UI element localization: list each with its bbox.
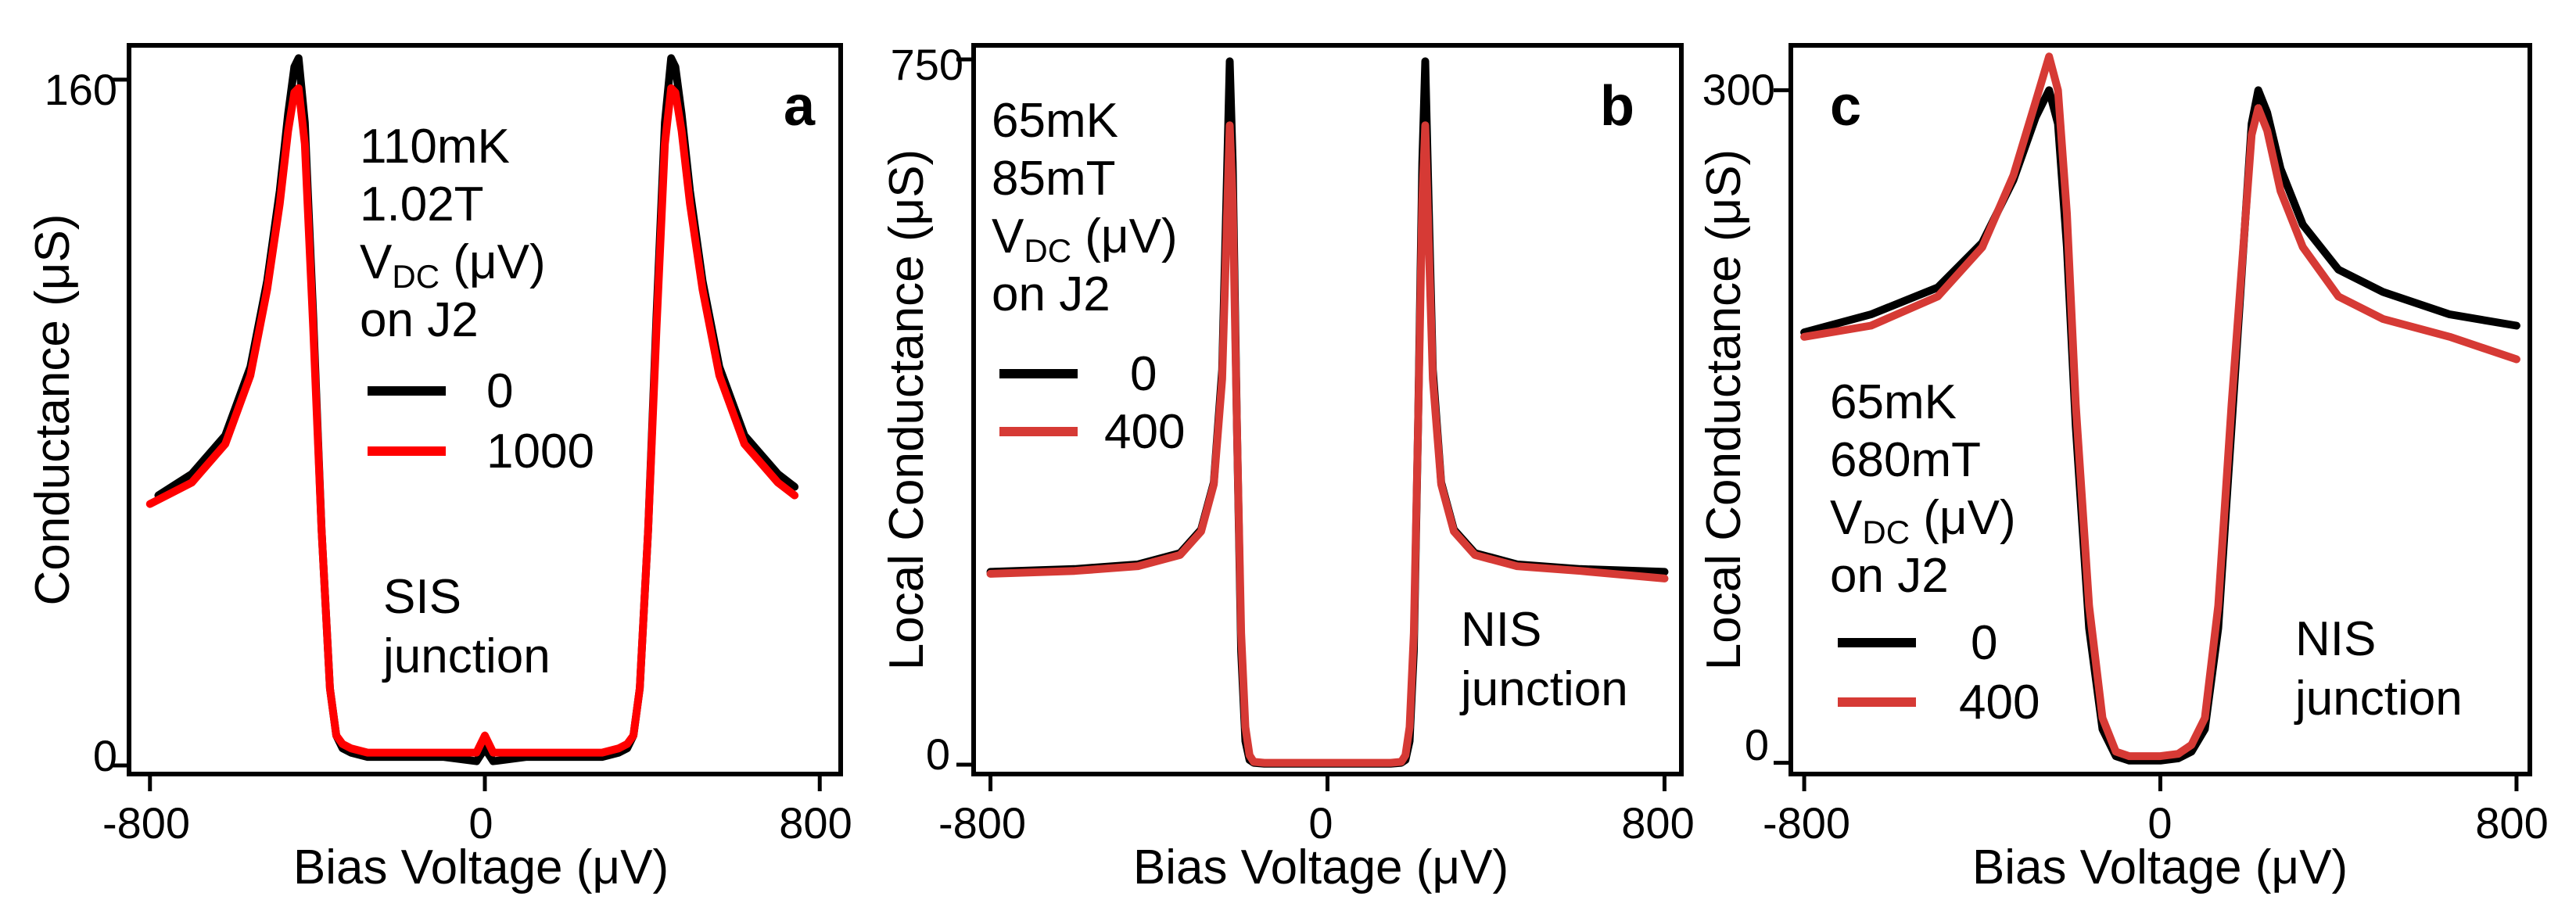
panel-a-ytick-label-top: 160 [45,65,117,114]
panel-c-y-axis-label: Local Conductance (μS) [1697,149,1751,670]
panel-c-field: 680mT [1830,433,1981,487]
panel-b-legend-label-1: 400 [1104,405,1185,459]
panel-c-ytick-label-bottom: 0 [1745,720,1769,769]
panel-a-vdc-main: V [360,235,393,289]
panel-a-xtick-label-left: -800 [102,798,190,848]
panel-b-letter: b [1600,75,1634,138]
panel-c-vdc-unit: (μV) [1910,491,2016,545]
panel-c-vdc-main: V [1830,491,1863,545]
panel-b-vdc-unit: (μV) [1071,210,1178,263]
panel-c: 300 0 -800 0 800 Bias Voltage (μV) Local… [1697,43,2549,894]
panel-c-xtick-label-right: 800 [2475,798,2548,848]
panel-a-ytick-label-bottom: 0 [93,731,117,780]
panel-b-field: 85mT [992,152,1115,206]
panel-a-lines [145,54,799,765]
panel-a-junction-line1: SIS [383,570,461,624]
panel-b-xtick-label-right: 800 [1621,798,1694,848]
panel-a-series-vdc-0 [154,54,799,765]
panel-a-field: 1.02T [360,177,484,231]
panel-c-vdc-label: VDC (μV) [1830,491,2016,550]
panel-b-ytick-label-top: 750 [891,40,963,89]
panel-b-series-vdc-400 [986,121,1669,767]
panel-c-series-vdc-400 [1800,52,2520,761]
panel-a-vdc-label: VDC (μV) [360,235,546,295]
panel-c-vdc-sub: DC [1862,514,1910,550]
panel-b-legend-label-0: 0 [1130,347,1157,401]
panel-c-junction-line1: NIS [2295,612,2376,666]
panel-a-legend-label-1: 1000 [486,425,594,479]
panel-c-temperature: 65mK [1830,375,1957,429]
panel-c-series-vdc-0 [1800,86,2520,765]
panel-c-lines [1800,52,2520,765]
panel-a-x-axis-label: Bias Voltage (μV) [293,841,669,894]
panel-b-lines [986,57,1669,768]
panel-b-temperature: 65mK [992,94,1118,148]
panel-a: 160 0 -800 0 800 Bias Voltage (μV) Condu… [26,43,852,894]
panel-b-ytick-label-bottom: 0 [926,729,950,779]
panel-b-vdc-main: V [992,210,1024,263]
panel-c-xtick-label-left: -800 [1763,798,1850,848]
panel-a-xtick-label-right: 800 [779,798,852,848]
panel-b: 750 0 -800 0 800 Bias Voltage (μV) Local… [880,40,1695,894]
panel-b-xtick-label-mid: 0 [1308,798,1333,848]
panel-a-temperature: 110mK [360,120,510,174]
panel-a-location: on J2 [360,293,479,347]
panel-a-vdc-sub: DC [392,258,439,295]
panel-a-ticks [112,77,822,791]
panel-b-y-axis-label: Local Conductance (μS) [880,149,934,670]
panel-c-location: on J2 [1830,549,1949,603]
panel-b-ticks [956,57,1667,791]
panel-c-ytick-label-top: 300 [1702,65,1775,114]
panel-a-vdc-unit: (μV) [439,235,546,289]
panel-b-vdc-sub: DC [1024,232,1071,269]
panel-b-junction-line1: NIS [1461,603,1541,657]
panel-c-legend-label-0: 0 [1971,616,1997,670]
panel-c-junction-line2: junction [2294,672,2463,726]
panel-b-xtick-label-left: -800 [938,798,1026,848]
panel-a-junction-line2: junction [382,629,551,683]
panel-c-ticks [1774,88,2519,791]
panel-b-location: on J2 [992,267,1110,321]
panel-a-y-axis-label: Conductance (μS) [26,214,80,606]
panel-c-legend-label-1: 400 [1959,676,2040,729]
panel-a-xtick-label-mid: 0 [468,798,493,848]
panel-a-legend-label-0: 0 [486,364,513,418]
panel-b-vdc-label: VDC (μV) [992,210,1178,269]
panel-c-letter: c [1830,75,1861,138]
panel-b-x-axis-label: Bias Voltage (μV) [1133,841,1509,894]
panel-b-junction-line2: junction [1459,662,1628,716]
panel-a-series-vdc-1000 [145,84,799,757]
panel-a-letter: a [784,75,816,138]
panel-c-xtick-label-mid: 0 [2147,798,2172,848]
panel-c-x-axis-label: Bias Voltage (μV) [1972,841,2348,894]
